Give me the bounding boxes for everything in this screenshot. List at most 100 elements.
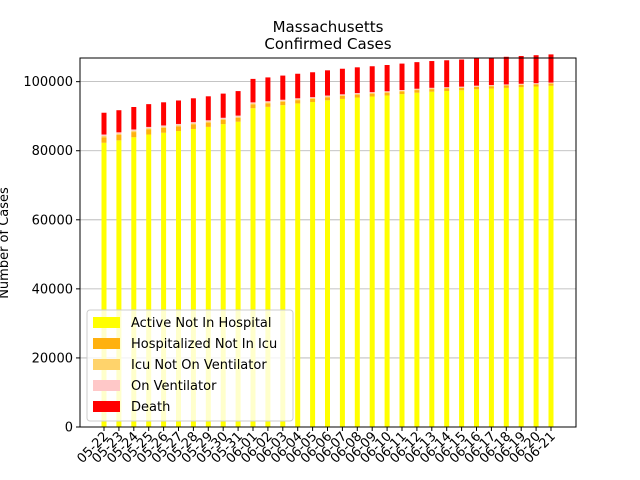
bar-segment — [533, 83, 539, 85]
bar-segment — [414, 92, 420, 428]
bar-segment — [146, 129, 152, 135]
bar-segment — [339, 95, 345, 99]
bar-segment — [146, 134, 152, 427]
bar-segment — [444, 60, 450, 88]
bar-segment — [548, 83, 554, 86]
bar-segment — [146, 104, 152, 127]
bar-segment — [310, 98, 316, 99]
bar-segment — [474, 85, 479, 87]
bar-segment — [161, 125, 167, 127]
bar-segment — [444, 88, 450, 91]
bar-segment — [369, 96, 375, 427]
x-axis: 05-2205-2305-2405-2505-2605-2705-2805-29… — [75, 427, 559, 467]
bar-segment — [101, 135, 107, 138]
bar-segment — [518, 87, 524, 427]
bar-segment — [369, 93, 375, 97]
bar-segment — [518, 83, 524, 85]
bar-segment — [265, 77, 271, 102]
bar-segment — [384, 91, 390, 93]
bar-segment — [325, 96, 330, 98]
bar-segment — [384, 95, 390, 427]
bar-segment — [399, 90, 405, 92]
bar-segment — [190, 98, 196, 123]
bar-segment — [339, 95, 345, 96]
bar-segment — [503, 84, 509, 86]
bar-segment — [488, 88, 494, 428]
legend-swatch — [93, 317, 120, 328]
bar-segment — [429, 87, 435, 89]
bar-segment — [339, 98, 345, 428]
bar-segment — [205, 120, 211, 122]
bar-segment — [474, 89, 479, 427]
bar-segment — [176, 125, 181, 127]
bar-segment — [488, 86, 494, 89]
legend-entry-label: Hospitalized Not In Icu — [131, 337, 277, 352]
bar-segment — [310, 98, 316, 103]
bar-segment — [310, 72, 316, 98]
bar-segment — [116, 133, 122, 136]
bar-segment — [205, 96, 211, 121]
bar-segment — [503, 87, 509, 427]
bar-segment — [220, 119, 226, 125]
legend-entry-label: Icu Not On Ventilator — [131, 358, 267, 373]
bar-segment — [474, 58, 479, 86]
bar-segment — [548, 82, 554, 84]
bar-segment — [146, 128, 152, 130]
y-tick-label: 60000 — [32, 213, 73, 228]
bar-segment — [250, 108, 256, 427]
bar-segment — [295, 103, 301, 428]
legend-swatch — [93, 401, 120, 412]
bar-segment — [250, 102, 256, 104]
bar-segment — [176, 126, 181, 132]
bar-segment — [384, 65, 390, 92]
chart-title: Massachusetts — [273, 18, 384, 36]
bar-segment — [101, 134, 107, 136]
bar-segment — [310, 102, 316, 428]
bar-segment — [131, 107, 137, 130]
bar-segment — [131, 137, 137, 427]
bar-segment — [518, 55, 524, 84]
bar-segment — [190, 122, 196, 124]
legend-box — [86, 309, 294, 422]
bar-segment — [131, 132, 137, 138]
bar-segment — [295, 100, 301, 104]
bar-segment — [235, 116, 241, 118]
bar-segment — [235, 91, 241, 116]
bar-segment — [280, 105, 286, 427]
bar-segment — [488, 85, 494, 87]
bar-segment — [116, 132, 122, 134]
bar-segment — [414, 90, 420, 93]
legend-entry-label: Death — [131, 400, 170, 415]
y-tick-label: 0 — [65, 421, 73, 436]
bar-segment — [429, 61, 435, 88]
bar-segment — [399, 91, 405, 95]
bar-segment — [339, 68, 345, 95]
y-axis: 0 20000 40000 60000 80000 100000 — [23, 75, 80, 436]
bar-segment — [220, 118, 226, 120]
y-tick-label: 100000 — [23, 75, 73, 90]
bar-segment — [325, 95, 330, 97]
bar-segment — [235, 115, 241, 117]
bar-segment — [101, 112, 107, 135]
bar-segment — [533, 55, 539, 84]
bar-segment — [280, 101, 286, 106]
bar-segment — [399, 90, 405, 91]
bar-segment — [384, 91, 390, 92]
bar-segment — [131, 129, 137, 131]
bar-segment — [176, 123, 181, 126]
bar-segment — [503, 56, 509, 85]
bar-segment — [161, 132, 167, 427]
bar-segment — [429, 91, 435, 428]
bar-segment — [459, 86, 465, 88]
bar-segment — [190, 128, 196, 427]
bar-segment — [503, 85, 509, 88]
bar-segment — [325, 100, 330, 428]
bar-segment — [339, 94, 345, 96]
legend-swatch — [93, 380, 120, 391]
bar-segment — [161, 102, 167, 126]
y-tick-label: 20000 — [32, 351, 73, 366]
bar-segment — [220, 117, 226, 119]
bar-segment — [369, 92, 375, 93]
bar-segment — [280, 100, 286, 102]
